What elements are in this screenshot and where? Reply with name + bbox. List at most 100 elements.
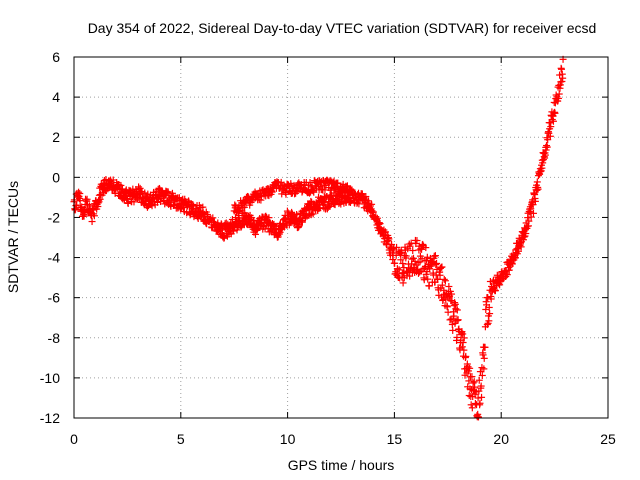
- data-point: [413, 237, 421, 245]
- data-point: [334, 179, 342, 187]
- data-point: [251, 230, 259, 238]
- y-tick-label: -4: [48, 250, 61, 266]
- y-tick-label: 4: [52, 89, 60, 105]
- y-tick-label: -6: [48, 290, 61, 306]
- data-point: [554, 94, 562, 102]
- data-point: [218, 221, 226, 229]
- data-point: [306, 179, 314, 187]
- data-point: [327, 184, 335, 192]
- data-point: [419, 240, 427, 248]
- x-tick-label: 10: [280, 431, 296, 447]
- data-point: [541, 151, 549, 159]
- chart-title: Day 354 of 2022, Sidereal Day-to-day VTE…: [88, 20, 597, 36]
- data-point: [438, 263, 446, 271]
- data-point: [148, 202, 156, 210]
- data-point: [362, 193, 370, 201]
- data-point: [451, 299, 459, 307]
- data-point: [452, 305, 460, 313]
- data-point: [433, 259, 441, 267]
- data-point: [478, 371, 486, 379]
- data-point: [460, 334, 468, 342]
- data-point: [425, 282, 433, 290]
- data-point: [481, 343, 489, 351]
- data-point: [460, 346, 468, 354]
- data-point: [88, 218, 96, 226]
- data-point: [549, 117, 557, 125]
- data-point: [209, 214, 217, 222]
- data-point: [406, 242, 414, 250]
- data-point: [480, 365, 488, 373]
- data-point: [468, 404, 476, 412]
- data-point: [529, 209, 537, 217]
- data-point: [478, 393, 486, 401]
- data-point: [428, 259, 436, 267]
- data-point: [396, 250, 404, 258]
- data-point: [559, 74, 567, 82]
- x-tick-label: 25: [600, 431, 616, 447]
- data-point: [459, 330, 467, 338]
- data-point: [376, 220, 384, 228]
- data-point: [555, 90, 563, 98]
- data-point: [436, 264, 444, 272]
- data-point: [487, 295, 495, 303]
- data-point: [347, 187, 355, 195]
- data-point: [453, 306, 461, 314]
- data-point: [310, 188, 318, 196]
- data-point: [534, 185, 542, 193]
- y-tick-label: 2: [52, 129, 60, 145]
- axis-ticks: [73, 56, 609, 419]
- data-point: [392, 251, 400, 259]
- data-point: [476, 399, 484, 407]
- data-point: [465, 392, 473, 400]
- data-point: [409, 254, 417, 262]
- data-point: [453, 333, 461, 341]
- data-point: [416, 268, 424, 276]
- data-point: [486, 310, 494, 318]
- data-point: [440, 275, 448, 283]
- data-point: [520, 233, 528, 241]
- data-point: [397, 256, 405, 264]
- data-point: [199, 209, 207, 217]
- data-point: [431, 252, 439, 260]
- data-point: [309, 210, 317, 218]
- data-point: [475, 376, 483, 384]
- data-point: [385, 235, 393, 243]
- data-point: [485, 317, 493, 325]
- data-point: [399, 279, 407, 287]
- data-point: [538, 164, 546, 172]
- y-tick-label: 0: [52, 169, 60, 185]
- data-series-sdtvar: [70, 55, 567, 421]
- data-point: [265, 214, 273, 222]
- data-point: [234, 207, 242, 215]
- data-point: [436, 271, 444, 279]
- data-point: [454, 316, 462, 324]
- data-point: [546, 132, 554, 140]
- y-tick-label: -2: [48, 209, 61, 225]
- data-point: [477, 382, 485, 390]
- data-point: [295, 222, 303, 230]
- data-point: [406, 272, 414, 280]
- data-point: [398, 270, 406, 278]
- data-point: [449, 326, 457, 334]
- x-tick-labels: 0 5 10 15 20 25: [70, 431, 616, 447]
- data-point: [503, 271, 511, 279]
- data-point: [422, 244, 430, 252]
- x-axis-label: GPS time / hours: [288, 457, 395, 473]
- data-point: [423, 253, 431, 261]
- y-tick-label: 6: [52, 49, 60, 65]
- data-point: [450, 312, 458, 320]
- data-point: [458, 343, 466, 351]
- x-tick-label: 5: [177, 431, 185, 447]
- data-point: [391, 259, 399, 267]
- data-point: [527, 205, 535, 213]
- data-point: [141, 189, 149, 197]
- data-point: [409, 247, 417, 255]
- data-point: [298, 218, 306, 226]
- data-point: [469, 379, 477, 387]
- data-point: [423, 256, 431, 264]
- data-point: [558, 65, 566, 73]
- plot-frame: [73, 56, 609, 419]
- data-point: [375, 219, 383, 227]
- data-point: [446, 316, 454, 324]
- data-point: [368, 200, 376, 208]
